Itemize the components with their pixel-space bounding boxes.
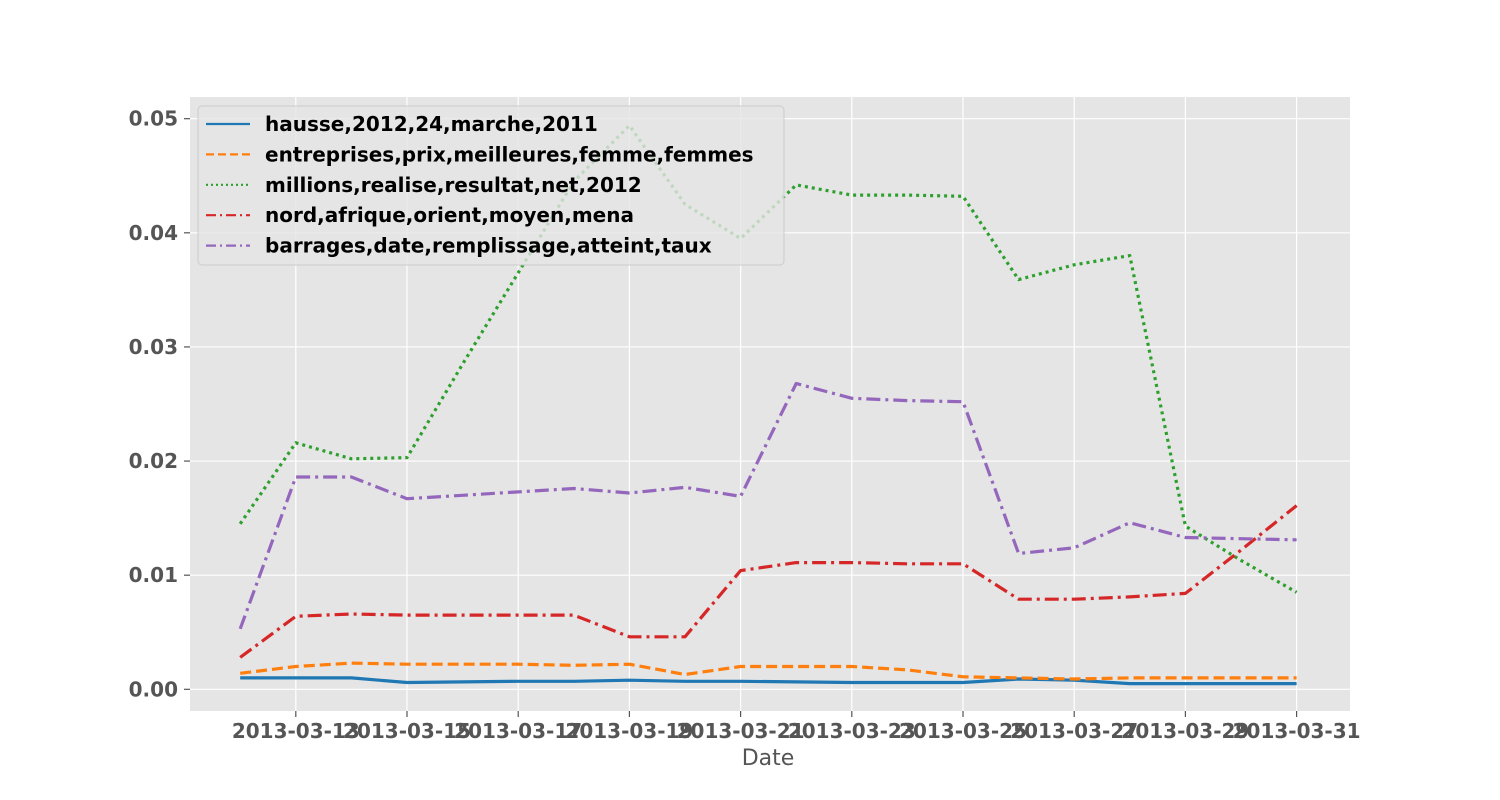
x-tick-label: 2013-03-15 <box>343 719 471 743</box>
x-tick-label: 2013-03-29 <box>1121 719 1249 743</box>
x-tick-label: 2013-03-13 <box>232 719 360 743</box>
y-tick-label: 0.02 <box>129 449 178 473</box>
x-tick-label: 2013-03-23 <box>788 719 916 743</box>
y-tick-label: 0.00 <box>129 677 178 701</box>
legend-label-3: millions,realise,resultat,net,2012 <box>265 173 642 197</box>
x-tick-label: 2013-03-25 <box>899 719 1027 743</box>
x-tick-label: 2013-03-17 <box>454 719 582 743</box>
x-tick-label: 2013-03-21 <box>677 719 805 743</box>
legend-label-2: entreprises,prix,meilleures,femme,femmes <box>265 142 754 166</box>
legend-label-4: nord,afrique,orient,moyen,mena <box>265 203 634 227</box>
y-axis: 0.00 0.01 0.02 0.03 0.04 0.05 <box>129 107 190 701</box>
x-axis-label: Date <box>742 746 795 771</box>
x-tick-label: 2013-03-27 <box>1010 719 1138 743</box>
legend-label-5: barrages,date,remplissage,atteint,taux <box>265 234 712 258</box>
y-tick-label: 0.05 <box>129 107 178 131</box>
series-line-2 <box>240 661 1297 681</box>
y-tick-label: 0.03 <box>129 335 178 359</box>
series-line-4 <box>239 504 1298 659</box>
x-tick-label: 2013-03-31 <box>1233 719 1361 743</box>
legend-box <box>197 105 785 266</box>
y-tick-label: 0.04 <box>129 221 178 245</box>
y-tick-label: 0.01 <box>129 563 178 587</box>
x-tick-label: 2013-03-19 <box>565 719 693 743</box>
legend-label-1: hausse,2012,24,marche,2011 <box>265 112 598 136</box>
x-axis: 2013-03-132013-03-152013-03-172013-03-19… <box>232 711 1361 743</box>
series-line-1 <box>240 676 1297 686</box>
legend: hausse,2012,24,marche,2011 entreprises,pr… <box>197 105 785 266</box>
